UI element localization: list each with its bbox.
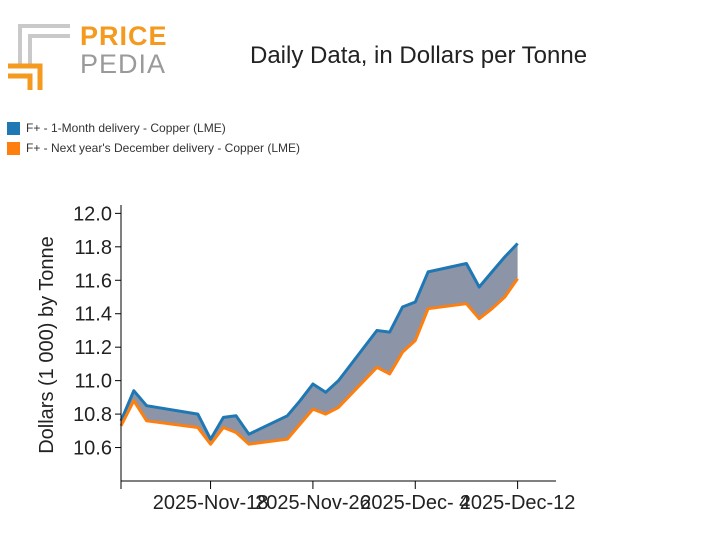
y-tick-label: 11.0	[75, 371, 112, 393]
legend-swatch-december	[7, 141, 20, 155]
chart-title: Daily Data, in Dollars per Tonne	[250, 42, 588, 69]
y-tick-label: 11.4	[75, 304, 112, 326]
pricepedia-logo: PRICE PEDIA	[6, 21, 168, 94]
legend-label-1month: F+ - 1-Month delivery - Copper (LME)	[26, 121, 226, 135]
y-tick-label: 11.2	[75, 337, 112, 359]
series-line-december	[119, 277, 519, 446]
x-tick-label: 2025-Dec-12	[460, 492, 576, 514]
y-tick-label: 11.8	[75, 237, 112, 259]
series-line-1month	[119, 242, 519, 441]
x-tick-label: 2025-Nov-18	[153, 492, 269, 514]
logo-word-pedia: PEDIA	[80, 49, 167, 79]
legend-swatch-1month	[7, 121, 20, 135]
y-axis-label: Dollars (1 000) by Tonne	[36, 236, 58, 454]
spread-area	[121, 243, 518, 445]
legend-label-december: F+ - Next year's December delivery - Cop…	[26, 141, 301, 155]
legend-item-1month[interactable]: F+ - 1-Month delivery - Copper (LME)	[7, 118, 300, 138]
y-tick-label: 12.0	[73, 203, 112, 225]
logo-word-price: PRICE	[80, 21, 168, 51]
logo-bracket-icon	[8, 24, 70, 90]
y-tick-label: 10.6	[73, 438, 112, 460]
chart-legend: F+ - 1-Month delivery - Copper (LME) F+ …	[7, 118, 300, 158]
x-tick-label: 2025-Dec- 4	[360, 492, 470, 514]
x-tick-label: 2025-Nov-26	[255, 492, 371, 514]
legend-item-december[interactable]: F+ - Next year's December delivery - Cop…	[7, 138, 300, 158]
y-tick-label: 10.8	[73, 404, 112, 426]
y-tick-label: 11.6	[75, 270, 112, 292]
